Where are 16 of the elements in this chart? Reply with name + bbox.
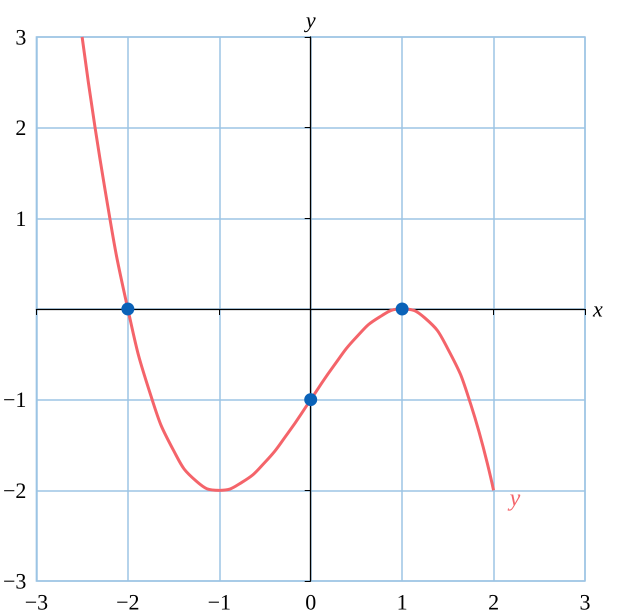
y-tick-label: −3 <box>2 568 26 594</box>
y-tick-label: 2 <box>15 115 26 140</box>
y-axis-title: y <box>304 8 316 32</box>
x-tick-label: 1 <box>396 590 408 613</box>
x-axis-title: x <box>592 296 603 322</box>
y-tick-label: −1 <box>2 387 26 412</box>
series-label: y <box>508 485 521 512</box>
y-tick-label: −2 <box>2 478 26 503</box>
x-tick-label: 3 <box>580 590 590 613</box>
y-tick-label: 1 <box>15 206 26 231</box>
line-series <box>80 36 496 492</box>
x-tick-label: 0 <box>305 590 316 613</box>
y-tick-label: 3 <box>15 24 26 50</box>
x-tick-label: 2 <box>488 590 500 613</box>
x-tick-label: −1 <box>208 590 231 613</box>
x-tick-label: −2 <box>116 590 140 613</box>
